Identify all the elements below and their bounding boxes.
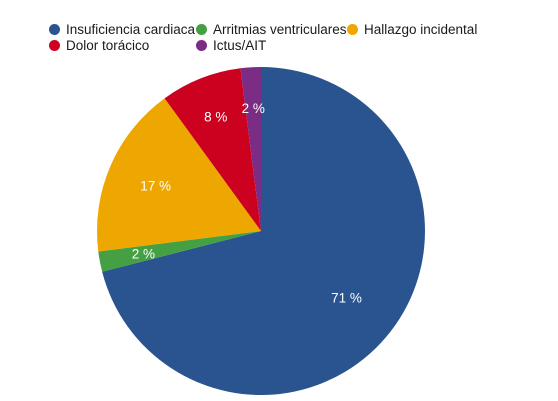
slice-label-hallazgo-incidental: 17 % — [140, 178, 171, 193]
pie-slice-arritmias-ventriculares — [98, 231, 261, 272]
legend-swatch-arritmias-ventriculares — [196, 23, 207, 35]
legend-item-arritmias-ventriculares: Arritmias ventriculares — [196, 21, 347, 37]
legend-label: Ictus/AIT — [213, 37, 267, 53]
pie-slice-insuficiencia-cardiaca — [102, 67, 425, 395]
legend-label: Arritmias ventriculares — [213, 21, 347, 37]
legend-swatch-hallazgo-incidental — [347, 23, 358, 35]
legend-item-hallazgo-incidental: Hallazgo incidental — [347, 21, 477, 37]
legend-swatch-dolor-toracico — [49, 39, 60, 51]
pie-slice-hallazgo-incidental — [96, 98, 261, 252]
legend-item-dolor-toracico: Dolor torácico — [49, 37, 149, 53]
legend: Insuficiencia cardiaca Arritmias ventric… — [0, 0, 558, 60]
legend-swatch-ictus-ait — [196, 39, 207, 51]
legend-label: Hallazgo incidental — [364, 21, 478, 37]
pie-slice-ictus-ait — [240, 67, 261, 231]
slice-label-insuficiencia-cardiaca: 71 % — [331, 290, 362, 305]
legend-item-insuficiencia-cardiaca: Insuficiencia cardiaca — [49, 21, 195, 37]
pie-slice-dolor-toracico — [164, 68, 261, 231]
legend-label: Insuficiencia cardiaca — [66, 21, 196, 37]
legend-item-ictus-ait: Ictus/AIT — [196, 37, 266, 53]
slice-label-dolor-toracico: 8 % — [204, 110, 227, 125]
slice-label-arritmias-ventriculares: 2 % — [132, 246, 155, 261]
legend-label: Dolor torácico — [66, 37, 150, 53]
slice-label-ictus-ait: 2 % — [242, 101, 265, 116]
legend-swatch-insuficiencia-cardiaca — [49, 23, 60, 35]
